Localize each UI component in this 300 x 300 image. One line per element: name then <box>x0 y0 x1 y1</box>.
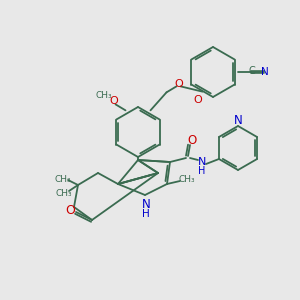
Text: C: C <box>249 66 255 76</box>
Text: N: N <box>234 115 242 128</box>
Text: N: N <box>142 199 150 212</box>
Text: H: H <box>142 209 150 219</box>
Text: H: H <box>198 166 206 176</box>
Text: O: O <box>174 79 183 89</box>
Text: CH₃: CH₃ <box>95 91 112 100</box>
Text: CH₃: CH₃ <box>56 188 72 197</box>
Text: CH₃: CH₃ <box>179 176 195 184</box>
Text: O: O <box>65 203 75 217</box>
Text: O: O <box>188 134 196 146</box>
Text: CH₃: CH₃ <box>55 175 71 184</box>
Text: N: N <box>261 67 269 77</box>
Text: N: N <box>198 157 206 167</box>
Text: O: O <box>109 96 118 106</box>
Text: O: O <box>193 95 202 105</box>
